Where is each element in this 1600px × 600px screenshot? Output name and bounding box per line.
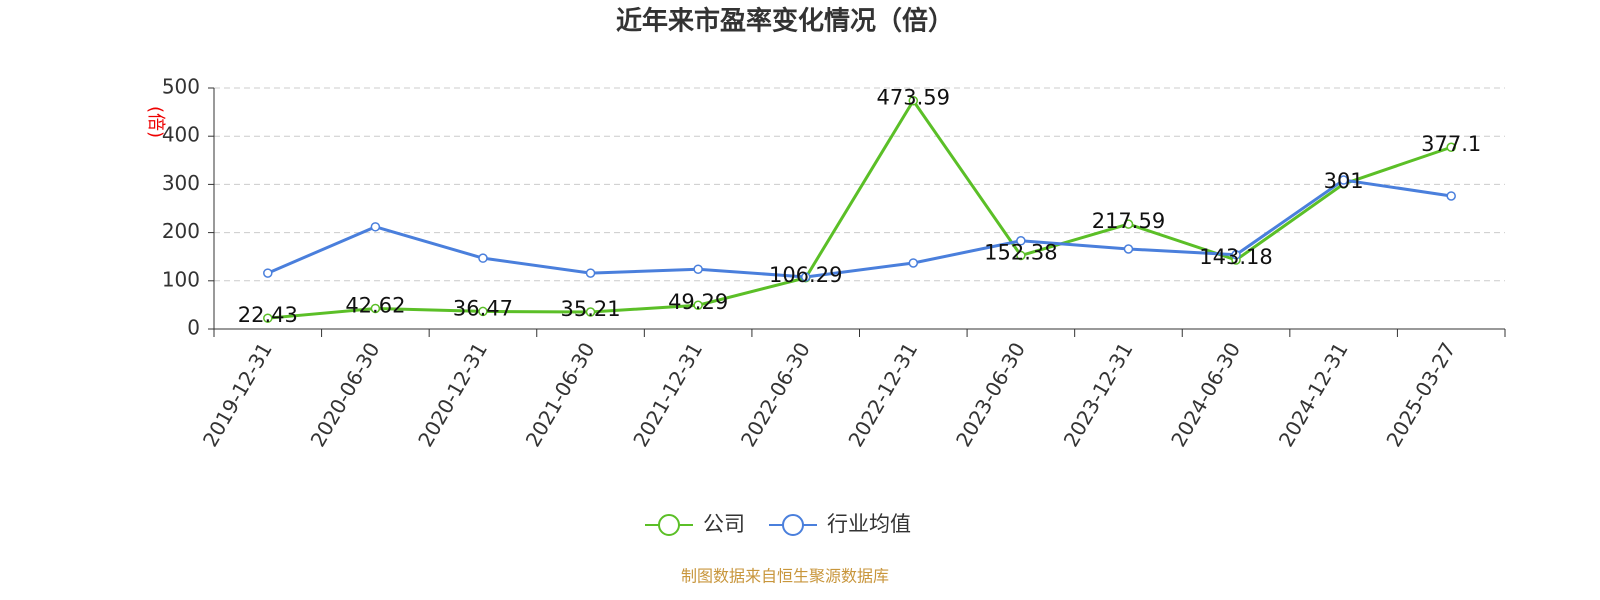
data-point: [908, 95, 919, 106]
x-tick-label: 2023-06-30: [951, 338, 1030, 451]
x-tick-label: 2022-06-30: [736, 338, 815, 451]
legend-marker: [658, 514, 680, 536]
x-tick-label: 2023-12-31: [1059, 338, 1138, 451]
x-tick-label: 2020-06-30: [306, 338, 385, 451]
series-line: [267, 178, 1452, 279]
data-label: 35.21: [560, 297, 620, 321]
data-label: 143.18: [1199, 245, 1272, 269]
legend-label: 公司: [703, 512, 745, 536]
series-line: [267, 97, 1452, 320]
data-point: [263, 313, 273, 323]
y-tick-label: 100: [162, 267, 200, 291]
x-tick-label: 2021-12-31: [628, 338, 707, 451]
data-label: 217.59: [1092, 209, 1165, 233]
data-point: [1123, 244, 1134, 254]
data-label: 36.47: [453, 296, 513, 320]
data-point: [478, 253, 488, 263]
data-point: [1123, 219, 1134, 229]
data-point: [693, 264, 703, 274]
data-label: 106.29: [769, 263, 842, 287]
data-point: [1016, 250, 1026, 261]
x-tick-label: 2024-12-31: [1274, 338, 1353, 451]
data-point: [1446, 191, 1456, 201]
data-point: [370, 222, 381, 232]
x-tick-label: 2024-06-30: [1166, 338, 1245, 451]
y-tick-label: 200: [162, 219, 200, 243]
data-point: [585, 307, 596, 317]
y-tick-label: 300: [162, 171, 200, 195]
data-point: [800, 272, 811, 282]
x-tick-label: 2019-12-31: [198, 338, 277, 451]
data-point: [263, 268, 273, 278]
legend-marker: [782, 514, 804, 536]
data-label: 152.38: [984, 241, 1057, 265]
data-label: 473.59: [877, 86, 950, 110]
x-tick-label: 2025-03-27: [1381, 338, 1460, 451]
data-point: [478, 306, 488, 317]
legend-label: 行业均值: [827, 512, 911, 536]
data-point: [370, 303, 381, 314]
data-label: 301: [1324, 169, 1364, 193]
y-axis-label: (倍): [145, 106, 166, 138]
y-tick-label: 0: [187, 316, 200, 340]
data-point: [1016, 236, 1026, 246]
source-note: 制图数据来自恒生聚源数据库: [681, 567, 889, 586]
x-tick-label: 2020-12-31: [413, 338, 492, 451]
data-point: [908, 258, 919, 268]
chart-title: 近年来市盈率变化情况（倍）: [616, 6, 954, 37]
y-tick-label: 500: [162, 75, 200, 99]
data-label: 377.1: [1421, 132, 1481, 156]
x-tick-label: 2022-12-31: [843, 338, 922, 451]
data-point: [585, 268, 596, 278]
data-label: 22.43: [238, 303, 298, 327]
x-tick-label: 2021-06-30: [521, 338, 600, 451]
y-tick-label: 400: [162, 123, 200, 147]
data-point: [1338, 175, 1349, 185]
data-point: [693, 300, 703, 310]
data-label: 42.62: [345, 293, 405, 317]
data-point: [1446, 142, 1456, 152]
data-label: 49.29: [668, 290, 728, 314]
data-point: [1231, 250, 1241, 260]
